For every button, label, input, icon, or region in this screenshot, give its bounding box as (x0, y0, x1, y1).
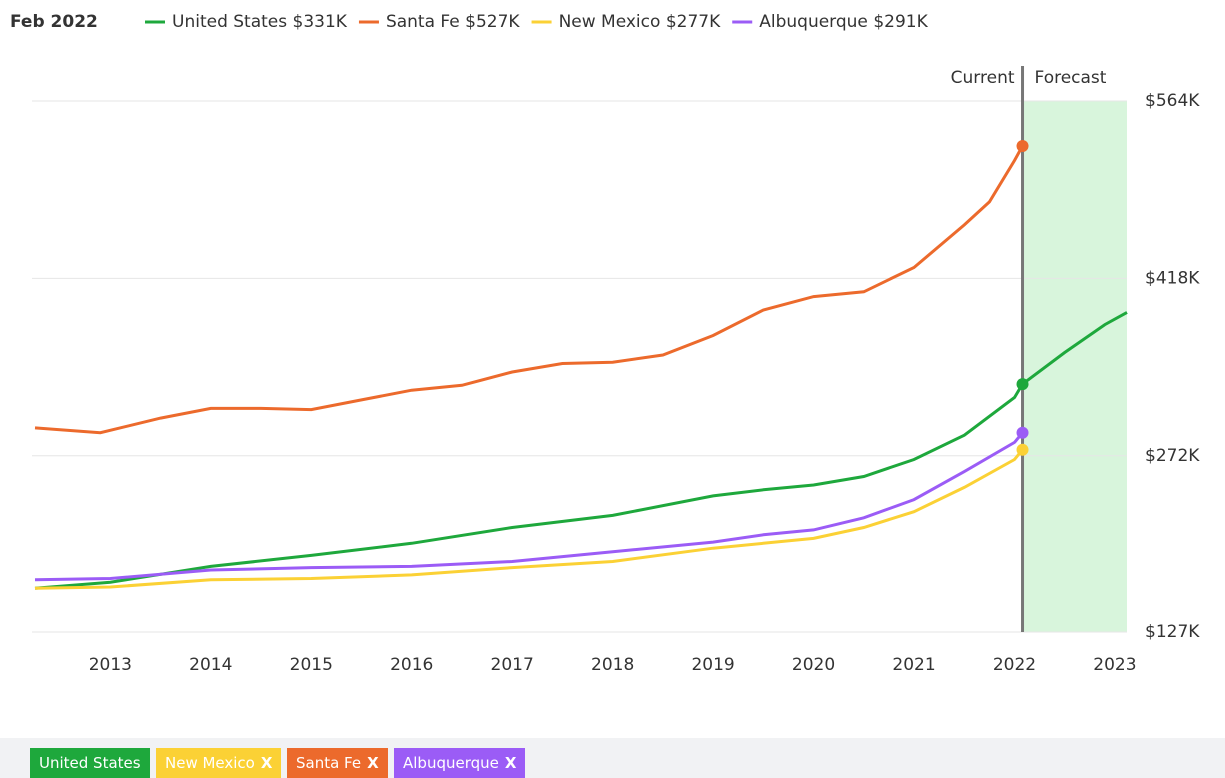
series-line (34, 145, 1024, 435)
chart-title: Feb 2022 (10, 12, 98, 32)
legend-name: United States (172, 12, 287, 32)
chip-remove[interactable]: X (367, 754, 379, 772)
y-tick-label: $564K (1145, 91, 1200, 111)
legend-value: $331K (293, 12, 348, 32)
y-tick-label: $127K (1145, 622, 1200, 642)
legend-name: New Mexico (559, 12, 661, 32)
legend-entry: Santa Fe $527K (386, 12, 520, 32)
current-dot (1016, 378, 1029, 391)
x-tick-label: 2019 (691, 655, 734, 675)
x-tick-label: 2016 (390, 655, 433, 675)
current-dot (1016, 426, 1029, 439)
current-label: Current (951, 68, 1015, 88)
chip-label: New Mexico (165, 754, 255, 772)
filter-chip[interactable]: New Mexico X (156, 748, 282, 778)
chip-remove[interactable]: X (504, 754, 517, 772)
legend-value: $291K (873, 12, 928, 32)
series-line (34, 431, 1024, 582)
filter-chip[interactable]: United States (30, 748, 150, 778)
forecast-label: Forecast (1035, 68, 1107, 88)
chip-remove[interactable]: X (260, 754, 273, 772)
chart: Feb 2022 $127K $272K $418K $564K 2013 2014 201… (10, 12, 1200, 675)
forecast-area (1022, 101, 1127, 632)
chip-label: Albuquerque (403, 754, 499, 772)
x-tick-label: 2014 (189, 655, 232, 675)
x-tick-label: 2017 (491, 655, 534, 675)
x-tick-label: 2018 (591, 655, 634, 675)
legend-entry: United States $331K (172, 12, 348, 32)
x-tick-label: 2022 (993, 655, 1036, 675)
y-tick-label: $272K (1145, 446, 1200, 466)
filter-bar: United States New Mexico X Santa Fe X Albuque… (0, 738, 1225, 778)
legend-entry: New Mexico $277K (559, 12, 722, 32)
chip-label: Santa Fe (296, 754, 362, 772)
legend-name: Santa Fe (386, 12, 460, 32)
filter-chip[interactable]: Albuquerque X (394, 748, 526, 778)
legend-value: $527K (465, 12, 520, 32)
current-dot (1016, 139, 1029, 152)
legend-name: Albuquerque (759, 12, 868, 32)
x-tick-label: 2021 (892, 655, 935, 675)
series-line (34, 311, 1128, 590)
current-dot (1016, 443, 1029, 456)
legend-entry: Albuquerque $291K (759, 12, 928, 32)
chip-label: United States (39, 754, 141, 772)
series-line (34, 448, 1024, 590)
x-tick-label: 2023 (1093, 655, 1136, 675)
y-tick-label: $418K (1145, 268, 1200, 288)
x-tick-label: 2015 (290, 655, 333, 675)
filter-chip[interactable]: Santa Fe X (287, 748, 388, 778)
x-tick-label: 2020 (792, 655, 835, 675)
x-tick-label: 2013 (89, 655, 132, 675)
legend-value: $277K (666, 12, 721, 32)
